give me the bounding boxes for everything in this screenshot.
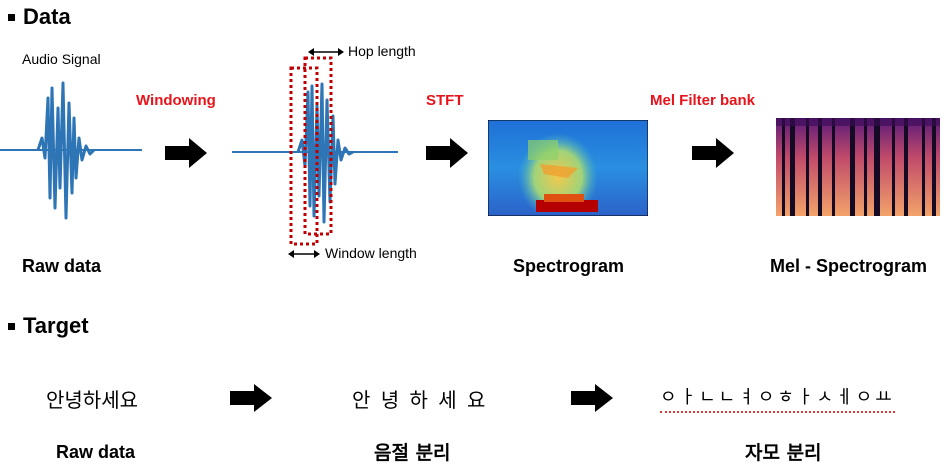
section-title-data: Data (8, 4, 71, 30)
syllable-split-text: 안 녕 하 세 요 (352, 388, 488, 412)
mel-spectrogram-caption: Mel - Spectrogram (770, 256, 928, 276)
raw-korean-text: 안녕하세요 (46, 388, 138, 412)
double-arrow-icon (288, 250, 320, 258)
raw-waveform (0, 81, 142, 220)
section-title-text: Data (23, 4, 71, 29)
window-length-label: Window length (325, 245, 417, 261)
section-title-text: Target (23, 313, 89, 338)
arrow-right-icon (230, 384, 272, 412)
arrow-right-icon (692, 138, 734, 168)
bullet-icon (8, 13, 15, 21)
audio-signal-label: Audio Signal (22, 51, 101, 67)
section-title-target: Target (8, 313, 89, 339)
syllable-split-caption: 음절 분리 (374, 442, 451, 464)
target-raw-data-caption: Raw data (56, 442, 136, 462)
jamo-split-text: ㅇㅏㄴㄴㅕㅇㅎㅏㅅㅔㅇㅛ (660, 383, 895, 413)
raw-data-caption: Raw data (22, 256, 102, 276)
arrow-right-icon (426, 138, 468, 168)
double-arrow-icon (308, 48, 344, 56)
bullet-icon (8, 322, 15, 330)
spectrogram-image (488, 120, 648, 216)
mel-spectrogram-image (776, 118, 940, 216)
stft-label: STFT (426, 92, 464, 109)
hop-length-label: Hop length (348, 43, 416, 59)
jamo-split-caption: 자모 분리 (745, 442, 822, 464)
arrow-right-icon (165, 138, 207, 168)
mel-filter-bank-label: Mel Filter bank (650, 92, 756, 109)
windowed-waveform (232, 56, 398, 246)
arrow-right-icon (571, 384, 613, 412)
spectrogram-caption: Spectrogram (513, 256, 625, 276)
windowing-label: Windowing (136, 92, 216, 109)
